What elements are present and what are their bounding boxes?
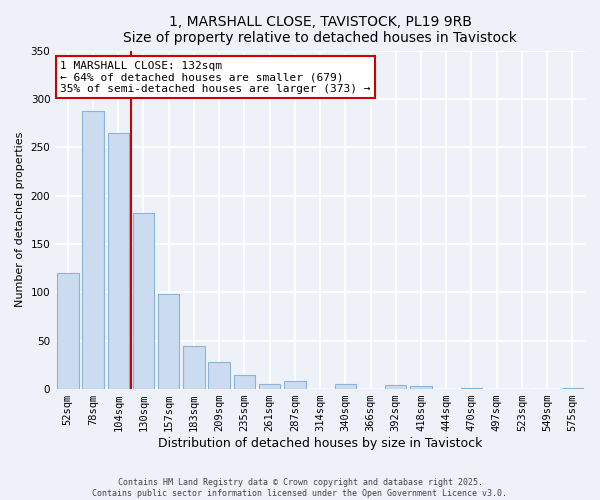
Bar	[335, 384, 356, 389]
Bar	[410, 386, 432, 389]
Bar	[183, 346, 205, 389]
Bar	[158, 294, 179, 389]
Title: 1, MARSHALL CLOSE, TAVISTOCK, PL19 9RB
Size of property relative to detached hou: 1, MARSHALL CLOSE, TAVISTOCK, PL19 9RB S…	[123, 15, 517, 45]
Bar	[259, 384, 280, 389]
Bar	[57, 273, 79, 389]
Text: Contains HM Land Registry data © Crown copyright and database right 2025.
Contai: Contains HM Land Registry data © Crown c…	[92, 478, 508, 498]
Bar	[82, 112, 104, 389]
Bar	[284, 382, 305, 389]
Bar	[461, 388, 482, 389]
Bar	[133, 213, 154, 389]
Bar	[562, 388, 583, 389]
Bar	[385, 385, 406, 389]
Bar	[208, 362, 230, 389]
Y-axis label: Number of detached properties: Number of detached properties	[15, 132, 25, 308]
Bar	[233, 374, 255, 389]
Bar	[107, 133, 129, 389]
Text: 1 MARSHALL CLOSE: 132sqm
← 64% of detached houses are smaller (679)
35% of semi-: 1 MARSHALL CLOSE: 132sqm ← 64% of detach…	[61, 60, 371, 94]
X-axis label: Distribution of detached houses by size in Tavistock: Distribution of detached houses by size …	[158, 437, 482, 450]
